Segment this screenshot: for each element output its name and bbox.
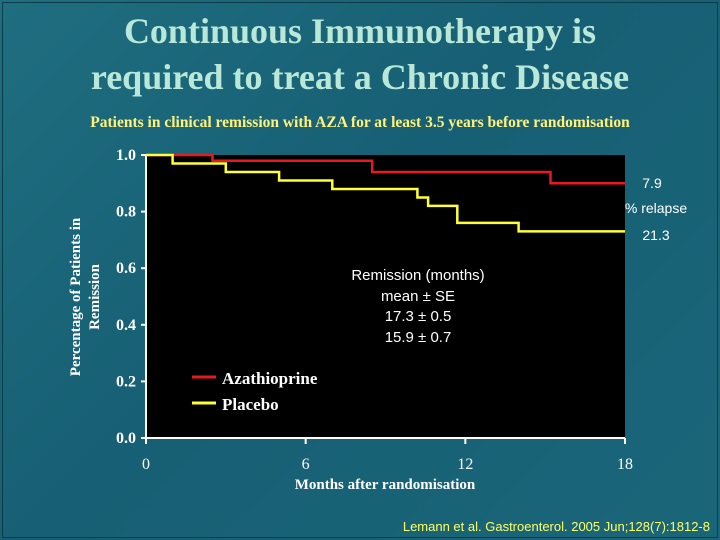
series-group [146,153,625,233]
slide-title-line1: Continuous Immunotherapy is [123,11,597,51]
annotation-subheading: mean ± SE [381,288,455,305]
end-label-placebo: 21.3 [642,227,669,243]
plot-area [146,155,625,438]
citation: Lemann et al. Gastroenterol. 2005 Jun;12… [402,519,710,534]
y-tick-group: 0.0 0.2 0.4 0.6 0.8 1.0 [116,147,146,447]
slide-title-line2: required to treat a Chronic Disease [90,57,630,97]
series-line-placebo [146,153,625,233]
slide-title: Continuous Immunotherapy is required to … [0,8,720,100]
annotation-heading: Remission (months) [351,267,484,284]
legend: Azathioprine Placebo [192,369,318,414]
x-tick-label: 12 [457,456,473,473]
y-tick-label: 0.2 [116,373,136,390]
y-tick-label: 0.0 [116,430,136,447]
y-tick-label: 0.6 [116,260,136,277]
annotation-placebo-value: 15.9 ± 0.7 [385,329,452,346]
end-label-relapse-caption: % relapse [625,200,687,216]
y-tick-label: 0.4 [116,317,136,334]
x-axis-label: Months after randomisation [295,477,476,493]
series-line-azathioprine [146,153,625,185]
end-label-azathioprine: 7.9 [642,175,662,191]
legend-label-azathioprine: Azathioprine [222,369,318,388]
y-axis-label-line1: Percentage of Patients in [68,217,84,376]
x-tick-label: 6 [302,456,310,473]
annotation-azathioprine-value: 17.3 ± 0.5 [385,308,452,325]
y-tick-label: 1.0 [116,147,136,164]
legend-label-placebo: Placebo [222,395,279,414]
y-axis-label-line2: Remission [87,263,103,329]
y-tick-label: 0.8 [116,204,136,221]
x-tick-label: 0 [142,456,150,473]
x-tick-label: 18 [617,456,633,473]
x-tick-group: 0 6 12 18 [142,438,633,473]
slide-subtitle: Patients in clinical remission with AZA … [90,114,630,131]
